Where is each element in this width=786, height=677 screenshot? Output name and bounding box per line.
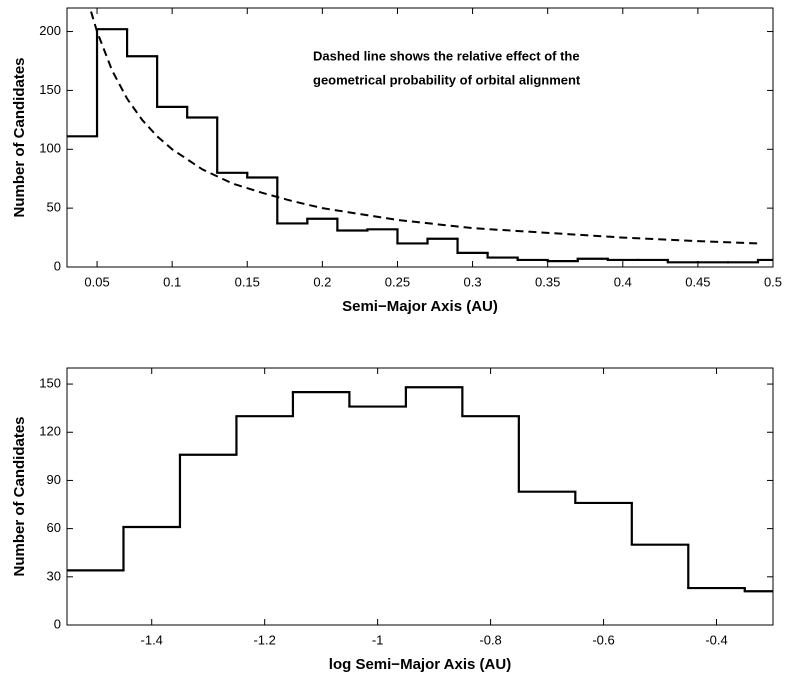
x-tick-label: -0.8 [479,632,501,647]
y-tick-label: 60 [47,520,61,535]
plot-area [67,386,773,593]
x-tick-label: 0.25 [385,274,410,289]
x-tick-label: -0.6 [592,632,614,647]
dashed-curve [90,11,759,245]
y-axis-label: Number of Candidates [11,57,28,217]
annotation: geometrical probability of orbital align… [313,72,581,87]
y-tick-label: 200 [39,23,61,38]
annotation: Dashed line shows the relative effect of… [313,48,580,63]
y-tick-label: 30 [47,568,61,583]
panel: 0.05 0.1 0.15 0.2 0.25 0.3 0.35 0.4 0.45 0.5 0 50 10… [11,7,782,315]
x-tick-label: -0.4 [705,632,727,647]
x-axis-label: Semi−Major Axis (AU) [342,298,498,315]
y-tick-label: 150 [39,82,61,97]
panel: -1.4 -1.2 -1 -0.8 -0.6 -0.4 0 30 60 90 120 150 log S… [11,367,774,673]
x-tick-label: 0.2 [313,274,331,289]
x-tick-label: 0.5 [764,274,782,289]
x-tick-label: 0.45 [685,274,710,289]
y-tick-label: 150 [39,376,61,391]
x-tick-label: 0.1 [163,274,181,289]
y-tick-label: 90 [47,472,61,487]
x-tick-label: 0.35 [535,274,560,289]
x-tick-label: 0.4 [614,274,632,289]
y-tick-label: 120 [39,424,61,439]
plot-area [67,11,773,264]
x-tick-label: 0.05 [84,274,109,289]
y-tick-label: 0 [54,258,61,273]
y-tick-label: 100 [39,141,61,156]
y-tick-label: 0 [54,616,61,631]
x-tick-label: 0.15 [235,274,260,289]
x-tick-label: -1 [372,632,384,647]
plot-frame [66,367,774,626]
y-tick-label: 50 [47,200,61,215]
y-axis-label: Number of Candidates [11,416,28,576]
x-axis-label: log Semi−Major Axis (AU) [329,656,511,673]
plot-frame [66,7,774,268]
x-tick-label: -1.2 [253,632,275,647]
x-tick-label: 0.3 [464,274,482,289]
x-tick-label: -1.4 [141,632,163,647]
